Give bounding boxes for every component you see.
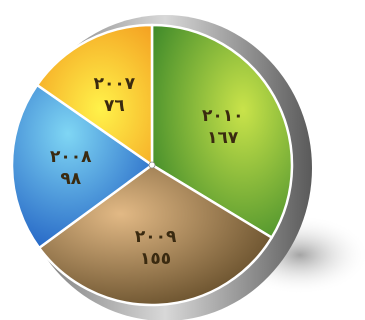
pie-slice — [150, 23, 294, 239]
pie-slices — [10, 23, 294, 307]
slice-category-label: ٢٠١٠ — [202, 106, 244, 126]
slice-category-label: ٢٠٠٨ — [50, 147, 92, 167]
slice-category-label: ٢٠٠٩ — [135, 227, 177, 247]
pie-slice — [35, 23, 154, 167]
slice-value-label: ١٥٥ — [140, 249, 171, 269]
pie-slice — [10, 83, 154, 250]
slice-value-label: ٧٦ — [104, 96, 125, 116]
pie-center-dot — [148, 161, 156, 169]
slice-category-label: ٢٠٠٧ — [94, 74, 136, 94]
slice-value-label: ٩٨ — [60, 169, 81, 189]
pie-slice — [37, 163, 273, 307]
slice-value-label: ١٦٧ — [207, 128, 239, 148]
